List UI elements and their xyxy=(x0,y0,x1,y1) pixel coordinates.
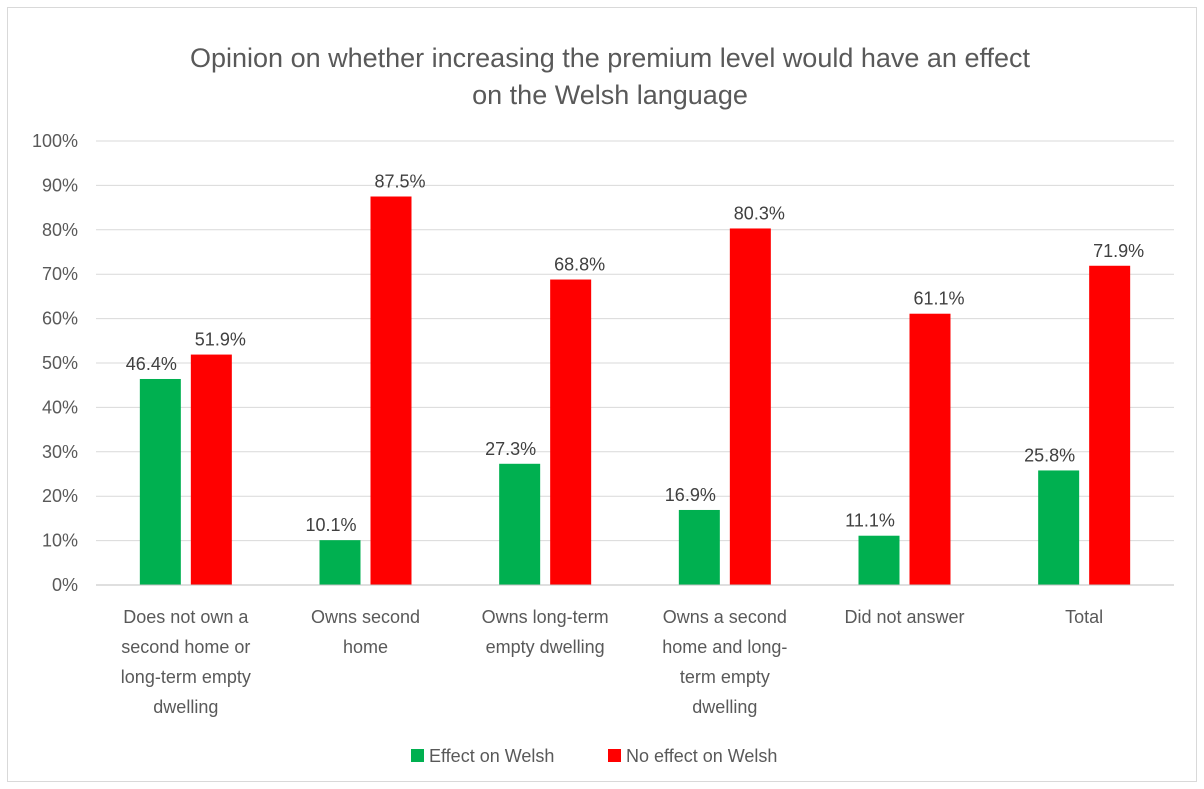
bar-effect-4 xyxy=(858,535,900,585)
y-tick-label: 90% xyxy=(42,175,78,195)
x-category-label: Owns long-term xyxy=(482,607,609,627)
data-label: 10.1% xyxy=(305,515,356,535)
y-tick-label: 20% xyxy=(42,486,78,506)
bar-no-effect-0 xyxy=(190,354,232,585)
bar-effect-3 xyxy=(678,509,720,585)
y-tick-label: 10% xyxy=(42,531,78,551)
legend: Effect on Welsh No effect on Welsh xyxy=(411,746,777,766)
data-label: 68.8% xyxy=(554,255,605,275)
bar-effect-0 xyxy=(139,378,181,585)
bar-effect-5 xyxy=(1038,470,1080,585)
data-label: 11.1% xyxy=(845,511,895,531)
x-category-label: second home or xyxy=(121,637,250,657)
legend-label: No effect on Welsh xyxy=(626,746,777,766)
x-category-label: dwelling xyxy=(692,697,757,717)
data-label: 61.1% xyxy=(913,289,964,309)
x-category-label: Did not answer xyxy=(844,607,964,627)
x-category-label: empty dwelling xyxy=(486,637,605,657)
y-tick-label: 30% xyxy=(42,442,78,462)
x-category-label: dwelling xyxy=(153,697,218,717)
data-label: 51.9% xyxy=(195,330,246,350)
gridlines xyxy=(96,140,1174,542)
bar-effect-1 xyxy=(319,540,361,585)
x-category-label: long-term empty xyxy=(121,667,251,687)
y-tick-label: 50% xyxy=(42,353,78,373)
x-category-label: Owns a second xyxy=(663,607,787,627)
data-label: 27.3% xyxy=(485,439,536,459)
x-category-label: Total xyxy=(1065,607,1103,627)
legend-label: Effect on Welsh xyxy=(429,746,554,766)
y-tick-label: 60% xyxy=(42,309,78,329)
y-axis: 0% 10% 20% 30% 40% 50% 60% 70% 80% 90% 100% xyxy=(32,131,78,595)
chart-title-line: on the Welsh language xyxy=(472,80,748,110)
bar-no-effect-3 xyxy=(729,228,771,585)
y-tick-label: 80% xyxy=(42,220,78,240)
y-tick-label: 0% xyxy=(52,575,78,595)
legend-swatch xyxy=(411,749,424,762)
x-category-label: home and long- xyxy=(662,637,787,657)
bar-no-effect-2 xyxy=(550,279,592,585)
data-label: 16.9% xyxy=(665,485,716,505)
data-label: 46.4% xyxy=(126,354,177,374)
data-label: 25.8% xyxy=(1024,445,1075,465)
x-category-label: term empty xyxy=(680,667,770,687)
bar-no-effect-4 xyxy=(909,313,951,585)
chart-title-line: Opinion on whether increasing the premiu… xyxy=(190,43,1030,73)
y-tick-label: 70% xyxy=(42,264,78,284)
data-label: 71.9% xyxy=(1093,241,1144,261)
x-category-label: home xyxy=(343,637,388,657)
bar-no-effect-5 xyxy=(1089,265,1131,585)
y-tick-label: 40% xyxy=(42,397,78,417)
data-label: 87.5% xyxy=(374,172,425,192)
y-tick-label: 100% xyxy=(32,131,78,151)
data-labels: 46.4% 10.1% 27.3% 16.9% 11.1% 25.8% 51.9% 87.5%… xyxy=(126,172,1144,536)
legend-swatch xyxy=(608,749,621,762)
x-axis: Does not own a second home or long-term em… xyxy=(96,584,1174,717)
bar-effect-2 xyxy=(499,463,541,585)
x-category-label: Owns second xyxy=(311,607,420,627)
bars xyxy=(139,196,1131,585)
chart-title: Opinion on whether increasing the premiu… xyxy=(190,43,1030,110)
x-category-label: Does not own a xyxy=(123,607,249,627)
bar-no-effect-1 xyxy=(370,196,412,585)
data-label: 80.3% xyxy=(734,203,785,223)
